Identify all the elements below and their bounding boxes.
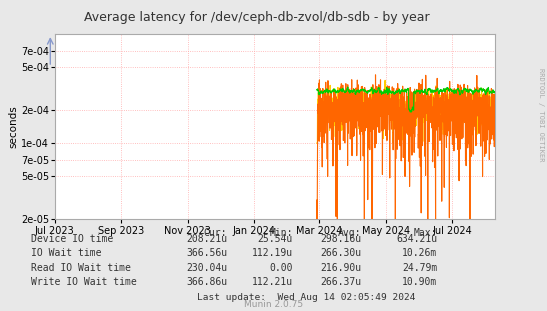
Text: 366.86u: 366.86u — [186, 277, 227, 287]
Text: Last update:  Wed Aug 14 02:05:49 2024: Last update: Wed Aug 14 02:05:49 2024 — [197, 293, 416, 302]
Text: 25.54u: 25.54u — [258, 234, 293, 244]
Text: Average latency for /dev/ceph-db-zvol/db-sdb - by year: Average latency for /dev/ceph-db-zvol/db… — [84, 11, 430, 24]
Text: Write IO Wait time: Write IO Wait time — [31, 277, 137, 287]
Text: RRDTOOL / TOBI OETIKER: RRDTOOL / TOBI OETIKER — [538, 68, 544, 162]
Text: 10.90m: 10.90m — [403, 277, 438, 287]
Text: 298.16u: 298.16u — [320, 234, 361, 244]
Text: Cur:: Cur: — [203, 228, 227, 238]
Text: Munin 2.0.75: Munin 2.0.75 — [244, 300, 303, 309]
Y-axis label: seconds: seconds — [8, 105, 18, 148]
Text: Max:: Max: — [414, 228, 438, 238]
Text: Min:: Min: — [269, 228, 293, 238]
Text: Device IO time: Device IO time — [31, 234, 113, 244]
Text: 208.21u: 208.21u — [186, 234, 227, 244]
Text: 366.56u: 366.56u — [186, 248, 227, 258]
Text: 24.79m: 24.79m — [403, 263, 438, 273]
Text: 216.90u: 216.90u — [320, 263, 361, 273]
Text: 266.30u: 266.30u — [320, 248, 361, 258]
Text: 0.00: 0.00 — [269, 263, 293, 273]
Text: IO Wait time: IO Wait time — [31, 248, 102, 258]
Text: Avg:: Avg: — [337, 228, 361, 238]
Text: 266.37u: 266.37u — [320, 277, 361, 287]
Text: Read IO Wait time: Read IO Wait time — [31, 263, 131, 273]
Text: 230.04u: 230.04u — [186, 263, 227, 273]
Text: 634.21u: 634.21u — [397, 234, 438, 244]
Text: 112.19u: 112.19u — [252, 248, 293, 258]
Text: 112.21u: 112.21u — [252, 277, 293, 287]
Text: 10.26m: 10.26m — [403, 248, 438, 258]
